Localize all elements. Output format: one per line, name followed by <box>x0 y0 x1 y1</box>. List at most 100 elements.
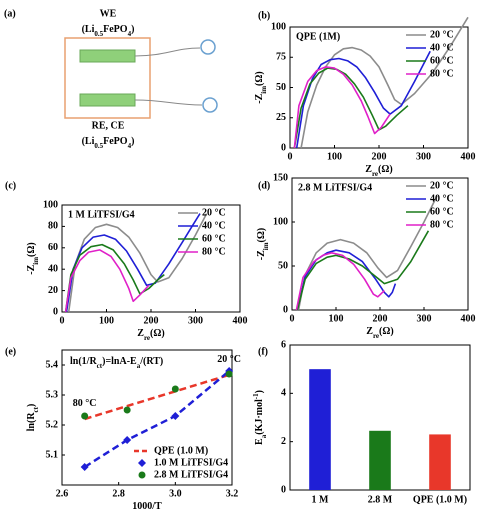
fit-line <box>84 370 231 469</box>
legend-label: 20 °C <box>430 180 454 191</box>
bar <box>369 430 391 490</box>
subscript: a <box>260 434 268 438</box>
data-line <box>64 243 165 313</box>
panel-label: (c) <box>5 180 16 191</box>
data-line <box>300 16 469 149</box>
x-tick-label: 0 <box>290 313 295 324</box>
legend-label: 80 °C <box>430 219 454 230</box>
inset-label: 2.8 M LiTFSI/G4 <box>298 182 372 193</box>
y-tick-label: 50 <box>276 82 286 93</box>
point <box>123 406 131 414</box>
text-part: (Ω) <box>378 164 393 175</box>
x-axis-label: 1000/T <box>132 501 162 512</box>
text-part: Z <box>365 164 372 175</box>
text-part: (Li <box>82 24 95 35</box>
text-part: (Li <box>82 136 95 147</box>
text-part: (Ω) <box>256 228 267 243</box>
text-part: (Ω) <box>26 242 37 257</box>
legend-label: 1.0 M LiTFSI/G4 <box>154 457 228 468</box>
data-line <box>295 252 385 311</box>
point <box>81 412 89 420</box>
data-line <box>297 195 438 311</box>
data-line <box>293 66 391 149</box>
text-part: ln(R <box>26 412 37 432</box>
x-tick-label: QPE (1.0 M) <box>413 494 467 505</box>
x-tick-label: 100 <box>99 315 114 326</box>
y-axis-label: -Zim(Ω) <box>26 242 39 274</box>
wire <box>134 99 203 106</box>
y-tick-label: 0 <box>283 304 288 315</box>
panel-label: (f) <box>258 346 268 357</box>
electrode <box>79 93 136 107</box>
subscript: re <box>373 332 379 340</box>
bar <box>309 369 331 490</box>
x-tick-label: 300 <box>417 313 432 324</box>
x-tick-label: 100 <box>329 313 344 324</box>
x-axis-label: Zre(Ω) <box>365 164 392 177</box>
schematic <box>64 37 218 119</box>
x-tick-label: 200 <box>373 313 388 324</box>
x-tick-label: 200 <box>372 151 387 162</box>
x-axis-label: Zre(Ω) <box>137 328 164 341</box>
point <box>80 463 89 471</box>
point <box>171 385 179 393</box>
point <box>123 436 132 444</box>
y-tick-label: 0 <box>281 484 286 495</box>
x-tick-label: 300 <box>188 315 203 326</box>
x-tick-label: 200 <box>144 315 159 326</box>
electrode-formula: (Li0.5FePO4) <box>82 136 135 149</box>
inset-label: QPE (1M) <box>296 31 340 42</box>
electrode-title: RE, CE <box>92 120 125 131</box>
y-tick-label: 4 <box>281 388 286 399</box>
y-tick-label: 25 <box>276 112 286 123</box>
point <box>225 370 233 378</box>
point <box>171 412 180 420</box>
y-tick-label: 150 <box>273 172 288 183</box>
plot-frame <box>61 349 233 486</box>
terminal <box>200 39 216 55</box>
y-tick-label: 100 <box>271 21 286 32</box>
cell-box <box>64 37 151 119</box>
x-tick-label: 100 <box>327 151 342 162</box>
data-line <box>64 249 150 313</box>
panel-label: (b) <box>258 10 270 21</box>
legend-swatch <box>138 459 146 467</box>
annotation: 80 °C <box>73 398 97 409</box>
subscript: im <box>32 257 40 265</box>
x-tick-label: 1 M <box>312 494 330 505</box>
y-tick-label: 0 <box>53 306 58 317</box>
subscript: ct <box>32 406 40 412</box>
y-tick-label: 75 <box>276 52 286 63</box>
terminal <box>202 97 218 113</box>
x-tick-label: 3.2 <box>226 488 239 499</box>
subscript: ct <box>97 362 103 370</box>
panel-label: (d) <box>258 180 270 191</box>
x-tick-label: 0 <box>60 315 65 326</box>
y-axis-label: -Zim(Ω) <box>254 71 267 103</box>
y-tick-label: 20 <box>48 285 58 296</box>
text-part: 20 °C <box>217 354 241 365</box>
bar <box>429 434 451 490</box>
legend-label: 80 °C <box>430 68 454 79</box>
wire <box>134 47 201 57</box>
y-tick-label: 0 <box>281 142 286 153</box>
electrode-title: WE <box>100 8 117 19</box>
panel-label: (a) <box>4 8 16 19</box>
text-part: ) <box>26 404 37 407</box>
text-part: ) <box>131 136 134 147</box>
legend-swatch <box>138 471 146 479</box>
subscript: 4 <box>128 30 132 38</box>
x-tick-label: 0 <box>288 151 293 162</box>
data-line <box>293 67 409 149</box>
x-tick-label: 300 <box>416 151 431 162</box>
legend-label: 20 °C <box>430 29 454 40</box>
y-tick-label: 40 <box>48 263 58 274</box>
y-tick-label: 2 <box>281 436 286 447</box>
text-part: E <box>254 438 265 445</box>
inset-label: 1 M LiTFSI/G4 <box>68 209 135 220</box>
text-part: -Z <box>256 250 267 260</box>
legend-label: 40 °C <box>430 193 454 204</box>
y-axis-label: -Zim(Ω) <box>256 228 269 260</box>
x-tick-label: 400 <box>461 151 476 162</box>
annotation: 20 °C <box>217 354 241 365</box>
